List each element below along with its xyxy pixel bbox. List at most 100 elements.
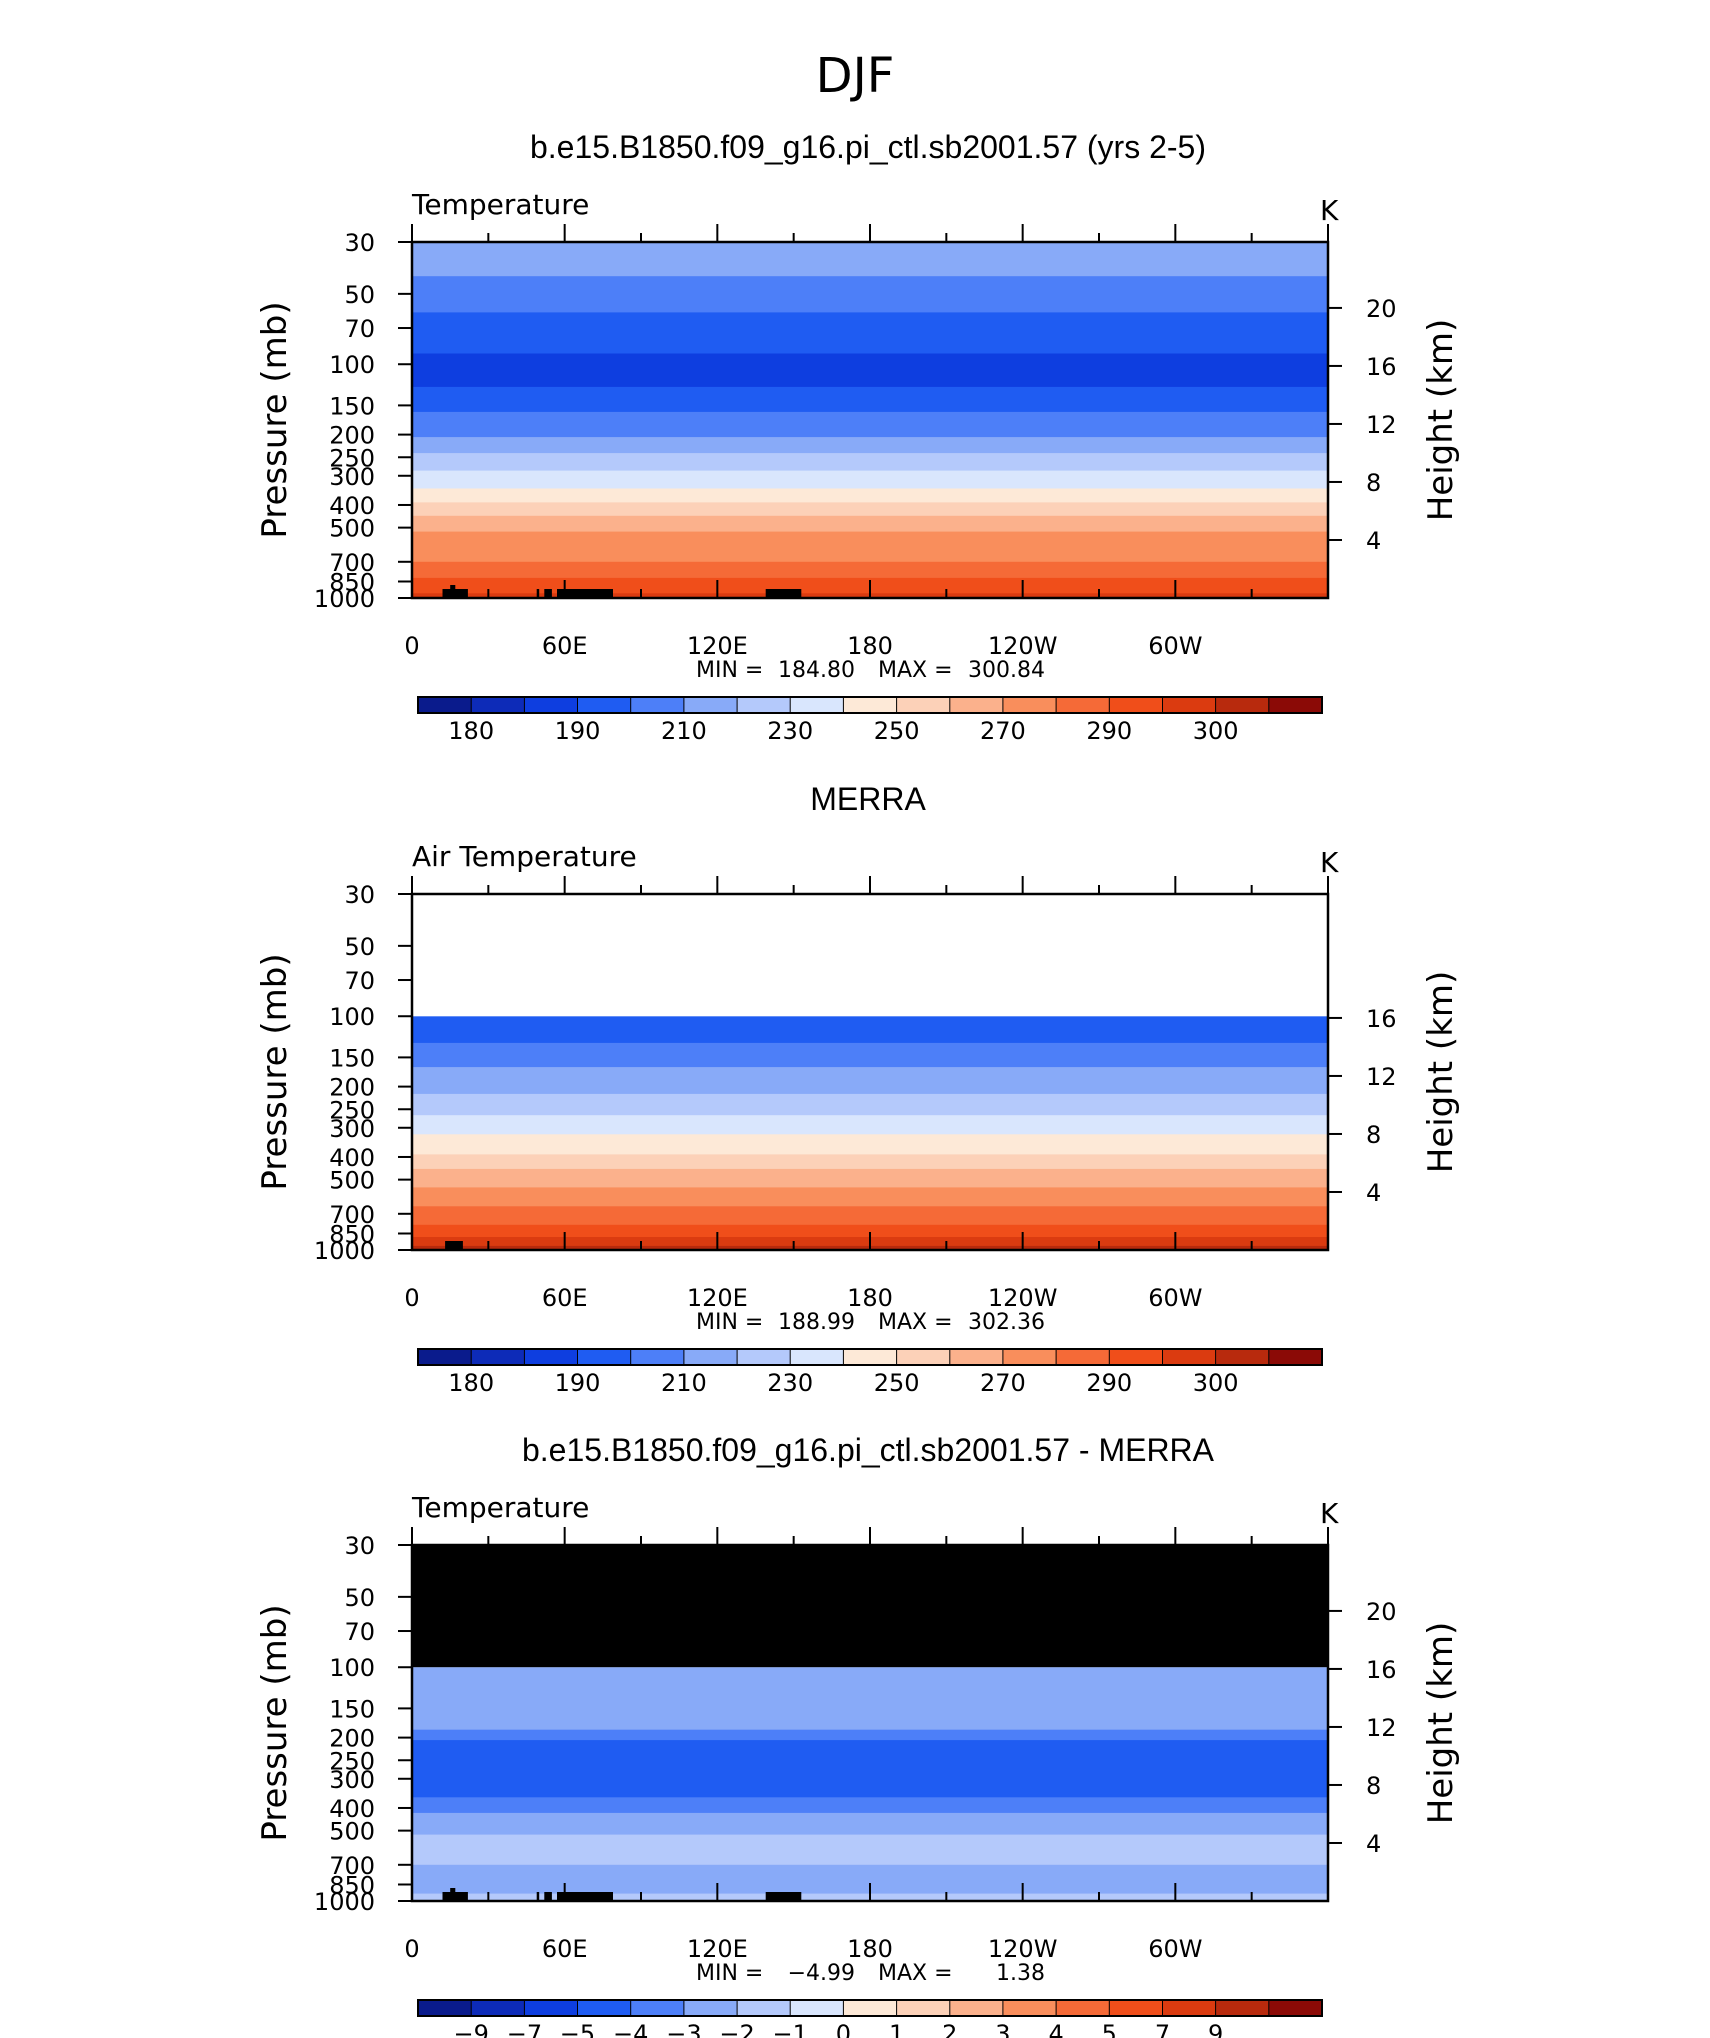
y-tick-label: 70 bbox=[344, 967, 375, 995]
y-tick-label: 200 bbox=[329, 1074, 375, 1102]
colorbar-box bbox=[789, 696, 845, 714]
panel-2: MERRA Air Temperature K 0 60E 120E 180 120W 60W 3… bbox=[255, 781, 1461, 1397]
max-label: MAX = bbox=[878, 1961, 953, 1986]
y-tick-label: 1000 bbox=[314, 1237, 375, 1265]
missing-data-region bbox=[412, 894, 1328, 1017]
colorbar-box bbox=[630, 696, 685, 714]
panel-units-label: K bbox=[1320, 1497, 1339, 1530]
x-tick-label: 120E bbox=[687, 1284, 748, 1312]
topography bbox=[544, 1892, 552, 1901]
y-right-tick-label: 16 bbox=[1366, 1656, 1397, 1684]
colorbar-frame bbox=[417, 1999, 1323, 2017]
colorbar: 180 190 210 230 250 270 290 300 bbox=[417, 696, 1323, 745]
panel-variable-label: Temperature bbox=[411, 188, 589, 221]
topography bbox=[765, 1892, 802, 1901]
y-tick-label: 100 bbox=[329, 1654, 375, 1682]
y-tick-label: 200 bbox=[329, 422, 375, 450]
colorbar-label: 300 bbox=[1193, 1369, 1239, 1397]
contour-band bbox=[412, 1834, 1328, 1866]
contour-band bbox=[412, 561, 1328, 579]
x-tick-label: 0 bbox=[404, 1284, 419, 1312]
contour-band bbox=[412, 312, 1328, 355]
y-right-tick-label: 12 bbox=[1366, 1063, 1397, 1091]
colorbar-label: −2 bbox=[719, 2020, 754, 2038]
y-right-tick-label: 8 bbox=[1366, 1121, 1381, 1149]
contour-band bbox=[412, 1154, 1328, 1170]
contour-band bbox=[412, 1134, 1328, 1155]
colorbar-label: 230 bbox=[767, 1369, 813, 1397]
colorbar-box bbox=[1162, 696, 1217, 714]
colorbar-box bbox=[949, 1999, 1004, 2017]
topography bbox=[450, 585, 456, 598]
colorbar-box bbox=[1215, 696, 1270, 714]
colorbar-box bbox=[1055, 1999, 1111, 2017]
panel-units-label: K bbox=[1320, 194, 1339, 227]
y-tick-label: 850 bbox=[329, 569, 375, 597]
panel-variable-label: Temperature bbox=[411, 1491, 589, 1524]
figure-title: DJF bbox=[816, 48, 895, 104]
colorbar-label: 210 bbox=[661, 717, 707, 745]
contour-band bbox=[412, 1042, 1328, 1068]
max-label: MAX = bbox=[878, 1310, 953, 1335]
max-value: 1.38 bbox=[996, 1961, 1045, 1986]
contour-band bbox=[412, 1797, 1328, 1814]
y-right-tick-label: 4 bbox=[1366, 1830, 1381, 1858]
y-tick-label: 50 bbox=[344, 933, 375, 961]
x-tick-label: 120E bbox=[687, 1935, 748, 1963]
y-tick-label: 50 bbox=[344, 1584, 375, 1612]
contour-band bbox=[412, 1093, 1328, 1116]
y-tick-label: 200 bbox=[329, 1725, 375, 1753]
x-tick-label: 0 bbox=[404, 632, 419, 660]
y-right-axis-label: Height (km) bbox=[1421, 319, 1461, 522]
colorbar: 180 190 210 230 250 270 290 300 bbox=[417, 1348, 1323, 1397]
contour-band bbox=[412, 276, 1328, 313]
y-tick-label: 300 bbox=[329, 1766, 375, 1794]
contour-band bbox=[412, 1187, 1328, 1207]
y-right-tick-label: 8 bbox=[1366, 469, 1381, 497]
y-right-tick-label: 20 bbox=[1366, 295, 1397, 323]
colorbar-box bbox=[523, 696, 579, 714]
colorbar-label: 250 bbox=[874, 1369, 920, 1397]
x-tick-label: 120W bbox=[988, 1284, 1058, 1312]
contour-band bbox=[412, 1740, 1328, 1798]
x-tick-label: 60W bbox=[1148, 632, 1202, 660]
colorbar-box bbox=[577, 696, 632, 714]
colorbar-box bbox=[683, 696, 739, 714]
colorbar-box bbox=[523, 1999, 579, 2017]
y-right-axis-label: Height (km) bbox=[1421, 971, 1461, 1174]
contour-band bbox=[412, 353, 1328, 388]
min-value: −4.99 bbox=[788, 1961, 855, 1986]
y-tick-label: 70 bbox=[344, 1618, 375, 1646]
x-tick-label: 120E bbox=[687, 632, 748, 660]
y-tick-label: 100 bbox=[329, 351, 375, 379]
colorbar-frame bbox=[417, 1348, 1323, 1366]
x-tick-label: 180 bbox=[847, 1935, 893, 1963]
panel-title: b.e15.B1850.f09_g16.pi_ctl.sb2001.57 (yr… bbox=[530, 129, 1206, 165]
colorbar-label: 180 bbox=[448, 717, 494, 745]
colorbar-frame bbox=[417, 696, 1323, 714]
colorbar-box bbox=[1055, 696, 1111, 714]
colorbar-box bbox=[1055, 1348, 1111, 1366]
y-axis-label: Pressure (mb) bbox=[255, 1604, 295, 1841]
colorbar-label: 1 bbox=[889, 2020, 904, 2038]
contour-band bbox=[412, 453, 1328, 472]
y-tick-label: 700 bbox=[329, 1852, 375, 1880]
panel-1: b.e15.B1850.f09_g16.pi_ctl.sb2001.57 (yr… bbox=[255, 129, 1461, 745]
y-tick-label: 30 bbox=[344, 881, 375, 909]
y-tick-label: 250 bbox=[329, 1096, 375, 1124]
colorbar-box bbox=[417, 1999, 473, 2017]
colorbar-box bbox=[736, 1348, 792, 1366]
colorbar-box bbox=[842, 696, 898, 714]
y-tick-label: 400 bbox=[329, 1144, 375, 1172]
contour-band bbox=[412, 1812, 1328, 1836]
colorbar-box bbox=[417, 1348, 473, 1366]
y-tick-label: 1000 bbox=[314, 585, 375, 613]
contour-band bbox=[412, 386, 1328, 413]
colorbar-box bbox=[896, 1999, 951, 2017]
colorbar-box bbox=[630, 1348, 685, 1366]
colorbar-label: −7 bbox=[507, 2020, 542, 2038]
panel-title: MERRA bbox=[810, 781, 926, 817]
y-right-tick-label: 16 bbox=[1366, 353, 1397, 381]
x-tick-label: 180 bbox=[847, 1284, 893, 1312]
